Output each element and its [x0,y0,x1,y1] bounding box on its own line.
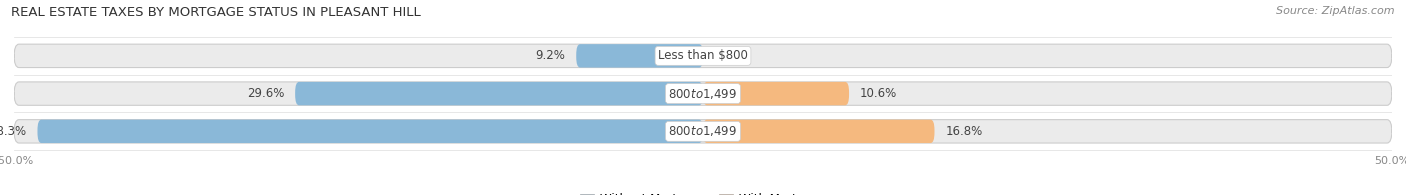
FancyBboxPatch shape [576,44,703,67]
Text: REAL ESTATE TAXES BY MORTGAGE STATUS IN PLEASANT HILL: REAL ESTATE TAXES BY MORTGAGE STATUS IN … [11,6,420,19]
FancyBboxPatch shape [295,82,703,105]
Text: 16.8%: 16.8% [945,125,983,138]
Text: Source: ZipAtlas.com: Source: ZipAtlas.com [1277,6,1395,16]
Text: 9.2%: 9.2% [536,49,565,62]
Legend: Without Mortgage, With Mortgage: Without Mortgage, With Mortgage [575,188,831,195]
FancyBboxPatch shape [703,120,935,143]
Text: 48.3%: 48.3% [0,125,27,138]
FancyBboxPatch shape [14,44,1392,67]
Text: 10.6%: 10.6% [860,87,897,100]
Text: $800 to $1,499: $800 to $1,499 [668,124,738,138]
Text: 29.6%: 29.6% [246,87,284,100]
FancyBboxPatch shape [38,120,703,143]
FancyBboxPatch shape [14,120,1392,143]
Text: $800 to $1,499: $800 to $1,499 [668,87,738,101]
Text: 0.0%: 0.0% [714,49,744,62]
FancyBboxPatch shape [703,82,849,105]
FancyBboxPatch shape [14,82,1392,105]
Text: Less than $800: Less than $800 [658,49,748,62]
